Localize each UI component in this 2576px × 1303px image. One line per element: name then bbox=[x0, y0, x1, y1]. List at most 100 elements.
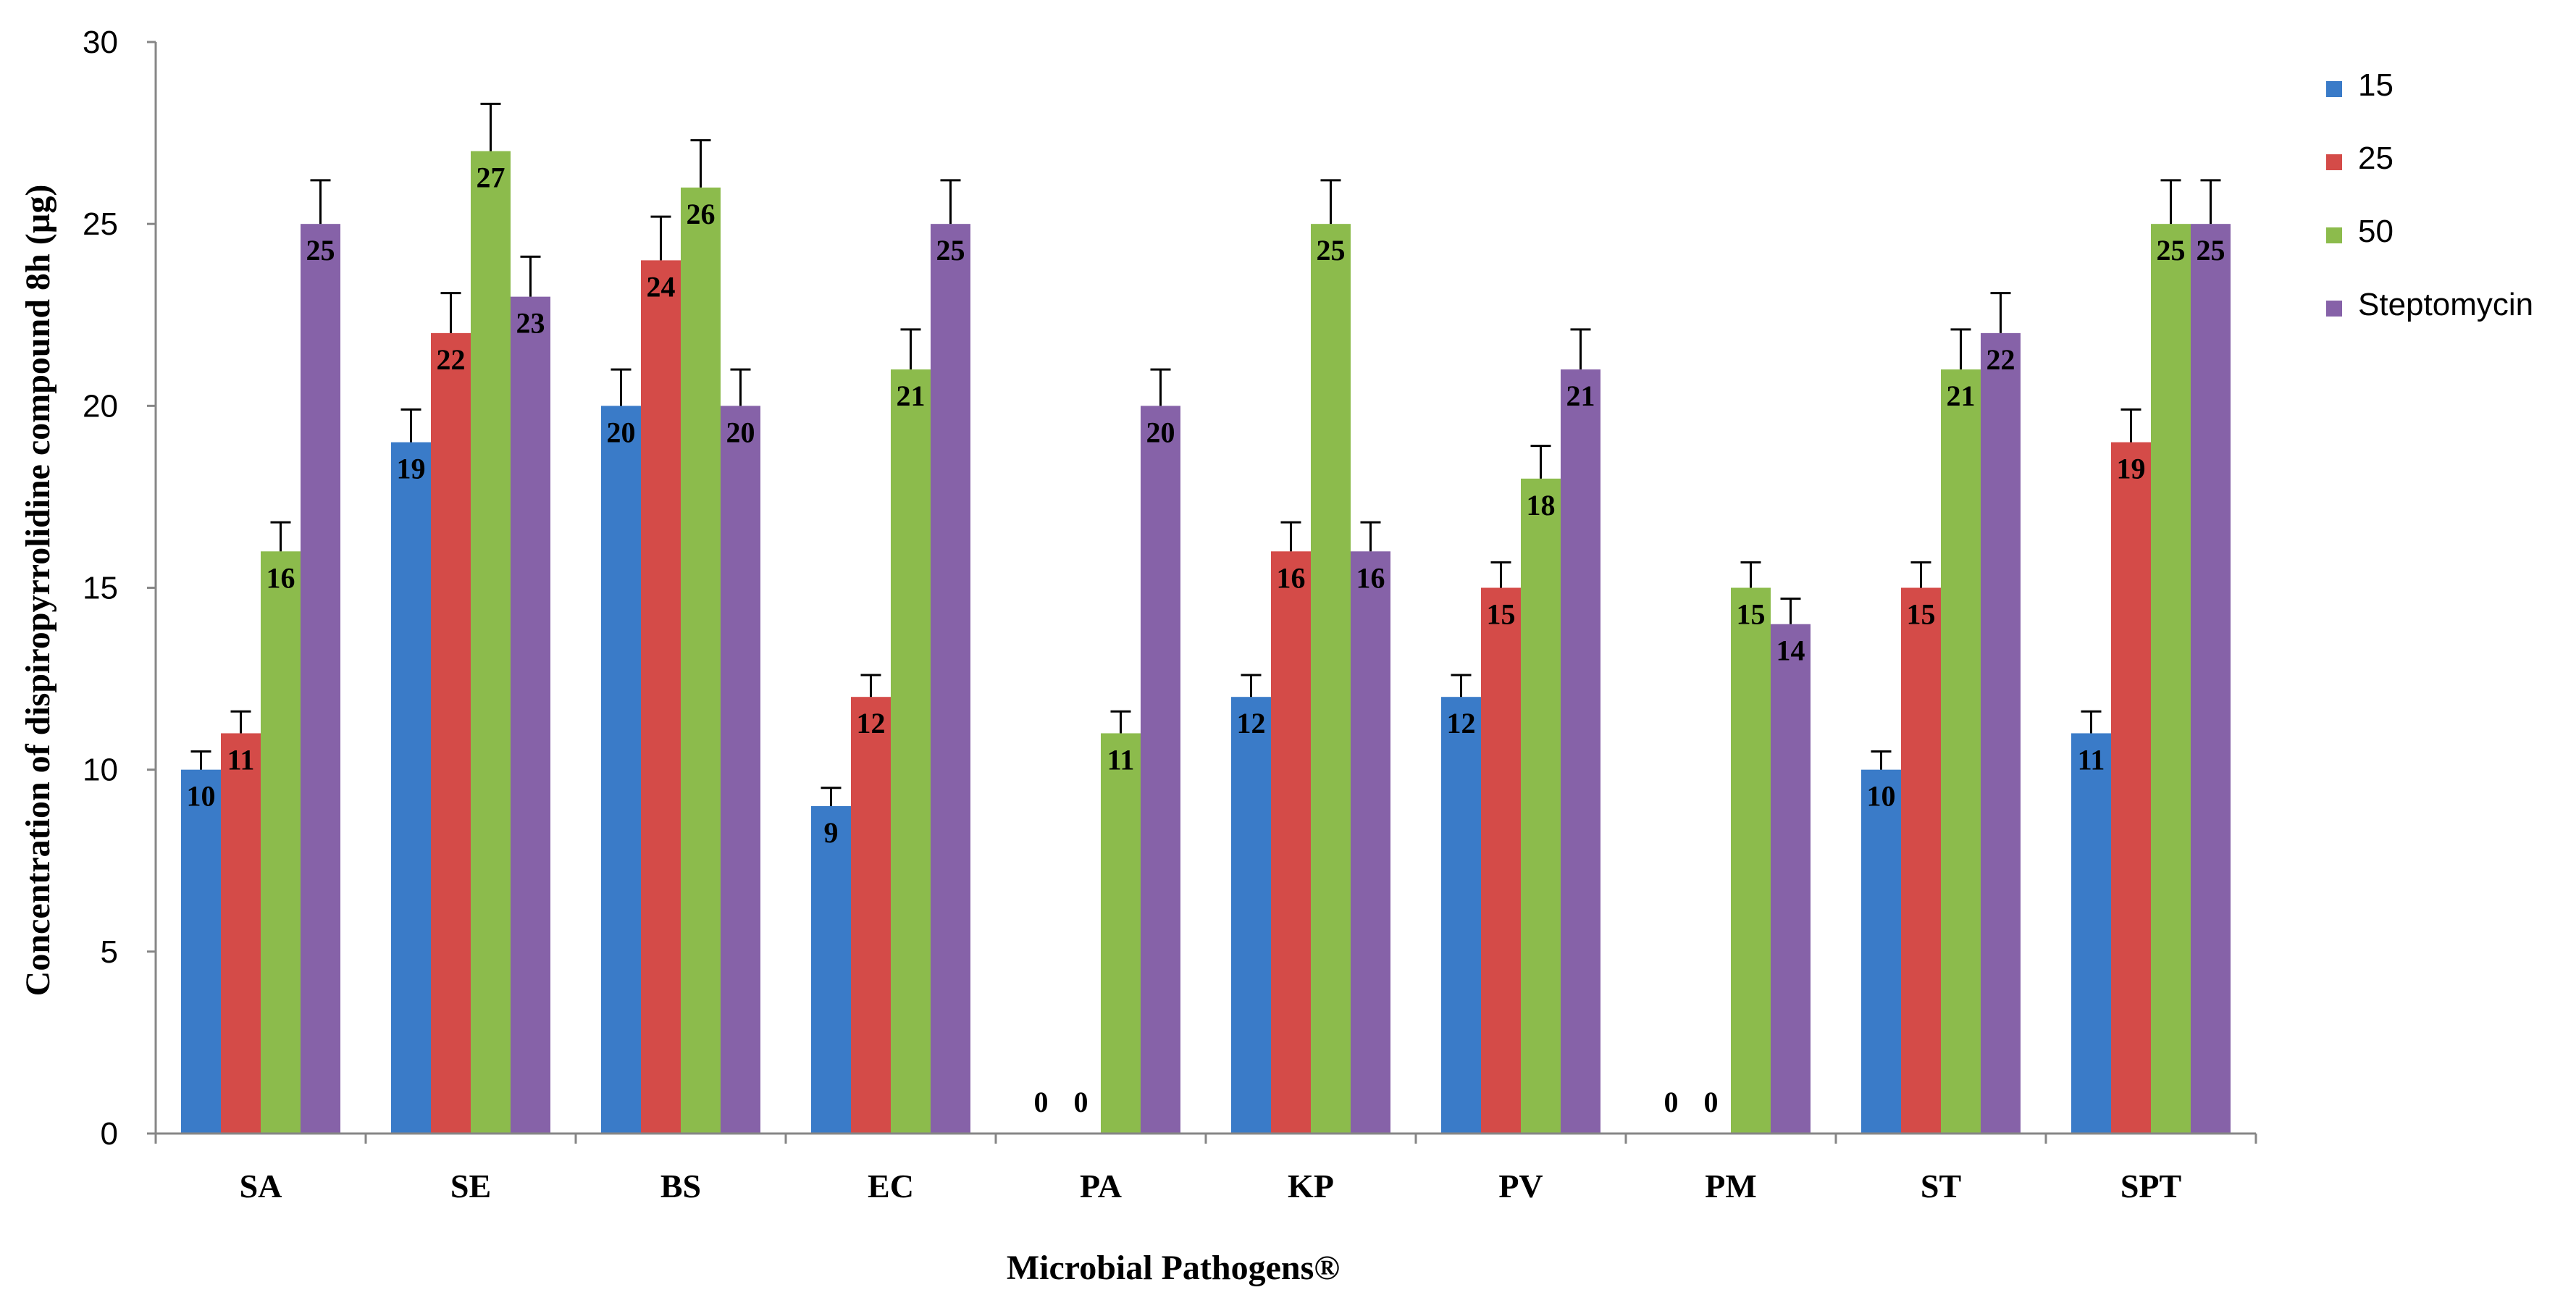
bar bbox=[1311, 224, 1351, 1134]
data-label: 25 bbox=[1317, 234, 1346, 267]
data-label: 26 bbox=[687, 198, 716, 230]
x-tick-label: PM bbox=[1705, 1168, 1757, 1204]
x-tick-label: KP bbox=[1288, 1168, 1334, 1204]
bar bbox=[261, 551, 301, 1134]
y-tick-label: 20 bbox=[83, 388, 118, 424]
y-tick-label: 0 bbox=[101, 1116, 118, 1152]
data-label: 20 bbox=[607, 416, 636, 448]
y-tick-label: 30 bbox=[83, 25, 118, 60]
bar bbox=[681, 187, 721, 1134]
y-tick-label: 15 bbox=[83, 571, 118, 606]
data-label: 21 bbox=[897, 380, 926, 412]
x-tick-label: EC bbox=[868, 1168, 914, 1204]
bar bbox=[2191, 224, 2231, 1134]
legend-label: 50 bbox=[2358, 214, 2394, 249]
data-label: 19 bbox=[2117, 453, 2146, 485]
data-label: 11 bbox=[227, 743, 255, 776]
bar bbox=[391, 442, 431, 1134]
data-label: 21 bbox=[1947, 380, 1976, 412]
bar bbox=[811, 805, 851, 1134]
data-label: 10 bbox=[1867, 780, 1896, 813]
bar bbox=[221, 733, 261, 1134]
bar bbox=[1861, 769, 1901, 1134]
data-label: 27 bbox=[477, 162, 505, 194]
x-tick-label: BS bbox=[660, 1168, 701, 1204]
data-label: 12 bbox=[857, 707, 886, 740]
bar bbox=[1521, 478, 1561, 1134]
data-label: 0 bbox=[1034, 1086, 1049, 1118]
x-tick-label: SE bbox=[450, 1168, 491, 1204]
data-label: 0 bbox=[1664, 1086, 1679, 1118]
bar bbox=[601, 406, 641, 1134]
data-label: 16 bbox=[267, 561, 295, 594]
bar bbox=[471, 151, 511, 1134]
data-label: 16 bbox=[1277, 561, 1306, 594]
data-label: 0 bbox=[1074, 1086, 1088, 1118]
data-label: 12 bbox=[1447, 707, 1476, 740]
bar bbox=[301, 224, 340, 1134]
data-label: 23 bbox=[516, 307, 545, 340]
bar bbox=[1481, 587, 1521, 1134]
data-label: 12 bbox=[1237, 707, 1266, 740]
legend-label: Steptomycin bbox=[2358, 287, 2533, 322]
x-tick-label: SA bbox=[240, 1168, 282, 1204]
legend-swatch bbox=[2326, 301, 2342, 317]
bar bbox=[2111, 442, 2151, 1134]
data-label: 25 bbox=[936, 234, 965, 267]
bar bbox=[891, 369, 931, 1134]
y-axis-title: Concentration of dispiropyrrolidine comp… bbox=[19, 185, 57, 997]
x-tick-label: SPT bbox=[2120, 1168, 2181, 1204]
data-label: 25 bbox=[306, 234, 335, 267]
legend-label: 25 bbox=[2358, 141, 2394, 176]
data-label: 10 bbox=[187, 780, 216, 813]
bar bbox=[1441, 697, 1481, 1134]
bar bbox=[1981, 332, 2021, 1134]
x-ticks: SA SE BS EC PA KP PV PM ST SPT bbox=[154, 1134, 2257, 1204]
legend-label: 15 bbox=[2358, 67, 2394, 103]
bar bbox=[1271, 551, 1311, 1134]
bar bbox=[431, 332, 471, 1134]
bar bbox=[511, 296, 550, 1134]
data-label: 16 bbox=[1356, 561, 1385, 594]
bar bbox=[1231, 697, 1271, 1134]
data-label: 0 bbox=[1704, 1086, 1719, 1118]
x-tick-label: PA bbox=[1080, 1168, 1122, 1204]
bar bbox=[181, 769, 221, 1134]
legend-swatch bbox=[2326, 227, 2342, 243]
bar bbox=[2071, 733, 2111, 1134]
bar bbox=[1901, 587, 1941, 1134]
data-label: 15 bbox=[1487, 598, 1516, 631]
data-label: 25 bbox=[2197, 234, 2225, 267]
y-ticks: 0 5 10 15 20 25 30 bbox=[83, 25, 156, 1152]
bar bbox=[1351, 551, 1390, 1134]
data-label: 25 bbox=[2157, 234, 2186, 267]
data-label: 18 bbox=[1527, 489, 1556, 521]
bar bbox=[641, 260, 681, 1134]
data-label: 11 bbox=[1107, 743, 1135, 776]
data-label: 15 bbox=[1907, 598, 1936, 631]
x-axis-title: Microbial Pathogens® bbox=[1007, 1249, 1340, 1287]
bar bbox=[851, 697, 891, 1134]
bar bbox=[1141, 406, 1180, 1134]
bar bbox=[1731, 587, 1771, 1134]
data-label: 15 bbox=[1737, 598, 1766, 631]
y-tick-label: 5 bbox=[101, 934, 118, 970]
data-label: 9 bbox=[824, 816, 839, 849]
data-label: 19 bbox=[397, 453, 426, 485]
x-tick-label: PV bbox=[1498, 1168, 1543, 1204]
y-tick-label: 10 bbox=[83, 753, 118, 788]
bar bbox=[1941, 369, 1981, 1134]
data-label: 22 bbox=[1986, 343, 2015, 376]
y-tick-label: 25 bbox=[83, 206, 118, 242]
legend-swatch bbox=[2326, 154, 2342, 170]
bar bbox=[1101, 733, 1141, 1134]
bar bbox=[721, 406, 760, 1134]
data-label: 21 bbox=[1566, 380, 1595, 412]
bar bbox=[1561, 369, 1600, 1134]
legend: 15 25 50 Steptomycin bbox=[2326, 67, 2533, 322]
bar bbox=[1771, 624, 1811, 1134]
bar bbox=[931, 224, 970, 1134]
data-label: 24 bbox=[647, 270, 676, 303]
